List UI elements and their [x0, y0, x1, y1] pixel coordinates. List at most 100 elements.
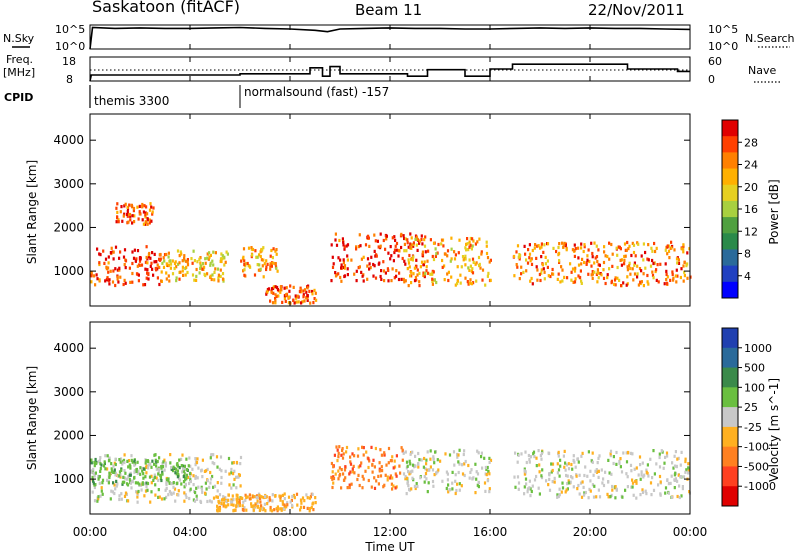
data-cell [127, 459, 131, 463]
data-cell [127, 475, 130, 479]
data-cell [355, 279, 358, 283]
data-cell [475, 279, 478, 283]
data-cell [123, 476, 126, 480]
data-cell [195, 486, 198, 490]
data-cell [114, 267, 117, 271]
data-cell [199, 264, 202, 268]
data-cell [592, 495, 596, 499]
data-cell [225, 250, 228, 254]
data-cell [258, 263, 261, 267]
data-cell [625, 460, 629, 464]
data-cell [257, 268, 260, 272]
data-cell [142, 472, 145, 476]
data-cell [161, 465, 165, 469]
data-cell [666, 454, 669, 458]
data-cell [178, 254, 181, 258]
data-cell [390, 279, 393, 283]
data-cell [227, 503, 230, 507]
data-cell [294, 294, 297, 298]
data-cell [456, 282, 459, 286]
data-cell [169, 262, 173, 266]
data-cell [214, 267, 217, 271]
data-cell [274, 299, 277, 303]
data-cell [546, 265, 549, 269]
data-cell [481, 278, 484, 282]
data-cell [177, 489, 180, 493]
data-cell [287, 495, 291, 499]
data-cell [97, 495, 100, 499]
data-cell [367, 478, 370, 483]
data-cell [384, 247, 387, 251]
data-cell [361, 445, 364, 449]
velocity-ylabel: Slant Range [km] [25, 366, 39, 470]
data-cell [170, 492, 173, 496]
data-cell [611, 252, 614, 256]
data-cell [539, 278, 542, 283]
colorbar-segment [722, 387, 738, 408]
range-tick-label: 2000 [53, 428, 84, 442]
data-cell [119, 473, 122, 477]
data-cell [187, 475, 190, 479]
data-cell [292, 298, 295, 302]
data-cell [134, 259, 137, 263]
data-cell [602, 477, 605, 481]
data-cell [175, 279, 178, 283]
data-cell [127, 220, 130, 224]
data-cell [408, 265, 411, 269]
data-cell [540, 245, 543, 249]
data-cell [454, 283, 457, 287]
data-cell [417, 462, 420, 466]
data-cell [262, 275, 265, 279]
data-cell [403, 249, 406, 253]
data-cell [688, 247, 691, 251]
data-cell [130, 454, 133, 458]
data-cell [651, 273, 655, 277]
data-cell [676, 457, 679, 461]
time-tick-label: 20:00 [573, 525, 608, 539]
data-cell [654, 249, 657, 254]
data-cell [427, 271, 430, 275]
data-cell [435, 252, 438, 256]
data-cell [264, 494, 267, 499]
data-cell [431, 254, 434, 259]
data-cell [211, 273, 214, 277]
colorbar-segment [722, 249, 738, 267]
data-cell [133, 459, 136, 463]
data-cell [153, 473, 156, 477]
data-cell [137, 273, 140, 277]
data-cell [586, 474, 589, 478]
data-cell [543, 277, 546, 281]
data-cell [398, 271, 401, 275]
data-cell [387, 268, 390, 272]
data-cell [144, 461, 147, 465]
data-cell [149, 202, 152, 206]
data-cell [631, 478, 634, 482]
data-cell [469, 470, 472, 474]
data-cell [557, 450, 560, 454]
data-cell [106, 478, 109, 482]
nave-ybottom: 0 [708, 73, 715, 86]
data-cell [540, 271, 543, 275]
data-cell [275, 507, 278, 511]
data-cell [411, 450, 414, 454]
data-cell [182, 475, 185, 479]
data-cell [168, 489, 171, 494]
data-cell [152, 206, 155, 210]
data-cell [126, 482, 129, 486]
data-cell [471, 477, 474, 481]
data-cell [218, 493, 222, 497]
data-cell [149, 500, 152, 504]
data-cell [574, 277, 577, 281]
data-cell [93, 460, 96, 465]
data-cell [117, 220, 120, 224]
colorbar-tick-label: 100 [744, 381, 765, 394]
data-cell [538, 463, 541, 467]
data-cell [524, 450, 527, 454]
data-cell [587, 272, 590, 276]
data-cell [110, 462, 113, 466]
data-cell [308, 496, 311, 500]
data-cell [631, 267, 634, 271]
data-cell [270, 290, 273, 295]
data-cell [400, 446, 403, 450]
data-cell [131, 250, 134, 254]
